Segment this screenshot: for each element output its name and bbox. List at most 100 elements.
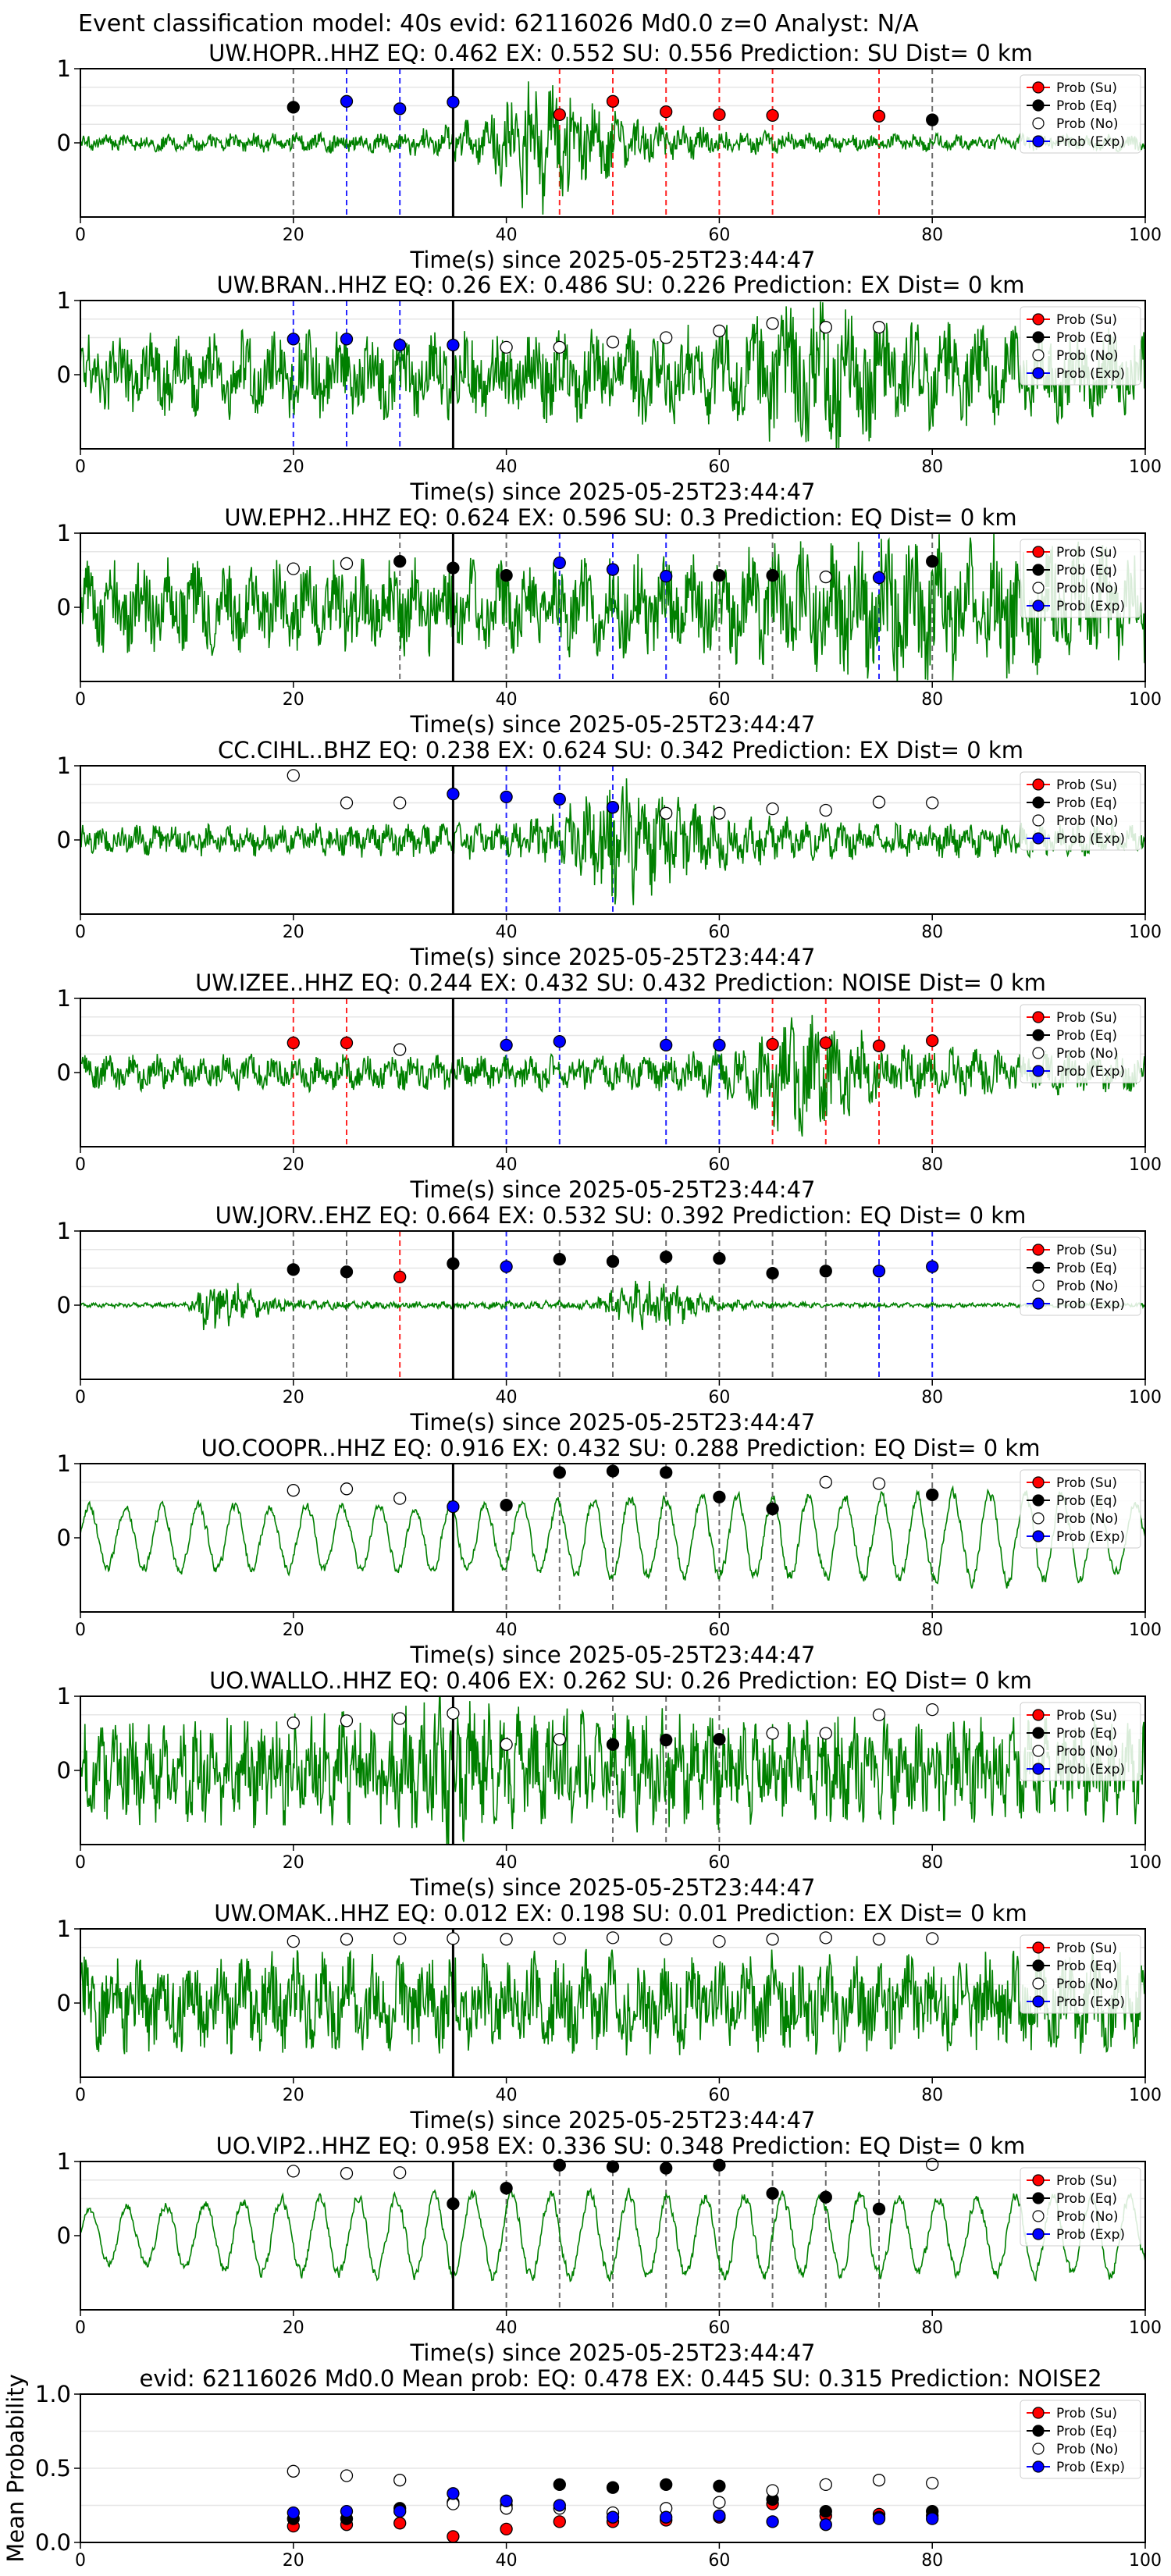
prob-point-no	[660, 331, 673, 344]
legend-box	[1020, 2400, 1141, 2479]
legend: Prob (Su) Prob (Eq) Prob (No) Prob (Exp)	[1020, 2400, 1141, 2479]
prob-point-exp	[553, 1034, 566, 1048]
prob-point-no	[872, 1477, 886, 1490]
waveform-trace	[80, 533, 1145, 681]
subplot-2: UW.BRAN..HHZ EQ: 0.26 EX: 0.486 SU: 0.22…	[57, 272, 1162, 505]
y-tick-label: 0.0	[35, 2529, 71, 2556]
prob-point-no	[340, 796, 354, 809]
x-tick-label: 100	[1129, 2086, 1162, 2105]
legend-marker-no	[1032, 814, 1045, 827]
legend-label-no: Prob (No)	[1056, 2209, 1119, 2225]
waveform-trace	[80, 778, 1145, 906]
subplot-6: UW.JORV..EHZ EQ: 0.664 EX: 0.532 SU: 0.3…	[57, 1202, 1162, 1436]
mean-point-no	[393, 2474, 407, 2487]
legend: Prob (Su) Prob (Eq) Prob (No) Prob (Exp)	[1020, 2167, 1141, 2247]
x-axis-label: Time(s) since 2025-05-25T23:44:47	[410, 247, 816, 273]
legend-label-no: Prob (No)	[1056, 1279, 1119, 1294]
prob-point-no	[660, 1933, 673, 1946]
waveform-trace	[80, 2186, 1145, 2282]
x-tick-label: 60	[708, 2318, 730, 2338]
mean-point-no	[872, 2474, 886, 2487]
y-tick-label: 0	[57, 361, 71, 388]
prob-point-no	[819, 1727, 832, 1740]
x-tick-label: 40	[496, 1853, 518, 1873]
legend-marker-exp	[1032, 1530, 1045, 1542]
prob-point-no	[713, 324, 726, 338]
mean-point-no	[713, 2496, 726, 2509]
legend-box	[1020, 306, 1141, 386]
x-axis-label: Time(s) since 2025-05-25T23:44:47	[410, 944, 816, 970]
x-tick-label: 40	[496, 2551, 518, 2571]
subplot-title: evid: 62116026 Md0.0 Mean prob: EQ: 0.47…	[139, 2365, 1102, 2392]
prob-point-eq	[660, 1466, 673, 1479]
x-tick-label: 100	[1129, 1155, 1162, 1175]
prob-point-no	[393, 1712, 407, 1725]
legend-label-no: Prob (No)	[1056, 1511, 1119, 1527]
x-tick-label: 80	[921, 2086, 943, 2105]
prob-point-exp	[287, 333, 300, 346]
y-tick-label: 0.5	[35, 2455, 71, 2482]
x-tick-label: 20	[283, 2318, 304, 2338]
prob-point-eq	[500, 569, 513, 582]
legend-box	[1020, 539, 1141, 618]
prob-point-no	[926, 796, 939, 809]
prob-point-exp	[660, 1038, 673, 1051]
prob-point-exp	[872, 1265, 886, 1278]
prob-point-no	[393, 1492, 407, 1505]
x-tick-label: 80	[921, 1388, 943, 1407]
mean-point-su	[447, 2530, 460, 2543]
legend-label-no: Prob (No)	[1056, 581, 1119, 596]
x-tick-label: 40	[496, 226, 518, 245]
prob-point-exp	[660, 569, 673, 583]
prob-point-eq	[766, 2186, 779, 2201]
legend-label-su: Prob (Su)	[1056, 545, 1117, 560]
x-tick-label: 100	[1129, 1621, 1162, 1640]
mean-point-eq	[819, 2504, 832, 2518]
y-tick-label: 1.0	[35, 2381, 71, 2407]
prob-point-exp	[393, 102, 407, 116]
legend-label-no: Prob (No)	[1056, 1744, 1119, 1759]
prob-point-no	[766, 317, 779, 330]
mean-point-exp	[766, 2515, 779, 2528]
prob-point-no	[287, 1717, 300, 1730]
prob-point-eq	[606, 1254, 620, 1268]
x-axis-label: Time(s) since 2025-05-25T23:44:47	[410, 1642, 816, 1668]
y-tick-label: 0	[57, 1990, 71, 2016]
prob-point-no	[819, 1475, 832, 1489]
x-axis-label: Time(s) since 2025-05-25T23:44:47	[410, 479, 816, 505]
prob-point-no	[393, 1043, 407, 1056]
mean-point-exp	[660, 2510, 673, 2524]
subplot-7: UO.COOPR..HHZ EQ: 0.916 EX: 0.432 SU: 0.…	[57, 1435, 1162, 1668]
prob-point-no	[872, 321, 886, 334]
mean-point-eq	[713, 2479, 726, 2492]
x-tick-label: 80	[921, 2318, 943, 2338]
prob-point-eq	[500, 2182, 513, 2195]
prob-point-no	[660, 806, 673, 820]
prob-point-no	[766, 1933, 779, 1946]
y-tick-label: 0	[57, 1292, 71, 1318]
prob-point-no	[500, 1933, 513, 1946]
prob-point-no	[553, 1732, 566, 1746]
y-tick-label: 0	[57, 827, 71, 853]
prob-point-exp	[926, 1260, 939, 1273]
legend-marker-su	[1032, 1709, 1045, 1721]
prob-point-su	[553, 108, 566, 122]
prob-point-eq	[819, 1265, 832, 1278]
x-tick-label: 100	[1129, 690, 1162, 710]
legend-label-exp: Prob (Exp)	[1056, 831, 1125, 847]
x-tick-label: 20	[283, 2551, 304, 2571]
subplot-1: UW.HOPR..HHZ EQ: 0.462 EX: 0.552 SU: 0.5…	[57, 40, 1162, 273]
legend-box	[1020, 1469, 1141, 1549]
y-tick-label: 1	[57, 1683, 71, 1710]
subplot-title: UW.BRAN..HHZ EQ: 0.26 EX: 0.486 SU: 0.22…	[216, 272, 1024, 298]
prob-point-no	[287, 1934, 300, 1948]
prob-point-eq	[606, 1464, 620, 1478]
legend-label-eq: Prob (Eq)	[1056, 1028, 1117, 1044]
legend-marker-exp	[1032, 2228, 1045, 2240]
legend-marker-su	[1032, 313, 1045, 326]
x-axis-label: Time(s) since 2025-05-25T23:44:47	[410, 1874, 816, 1901]
legend-marker-no	[1032, 1512, 1045, 1525]
subplot-5: UW.IZEE..HHZ EQ: 0.244 EX: 0.432 SU: 0.4…	[57, 970, 1162, 1203]
x-tick-label: 0	[75, 226, 86, 245]
